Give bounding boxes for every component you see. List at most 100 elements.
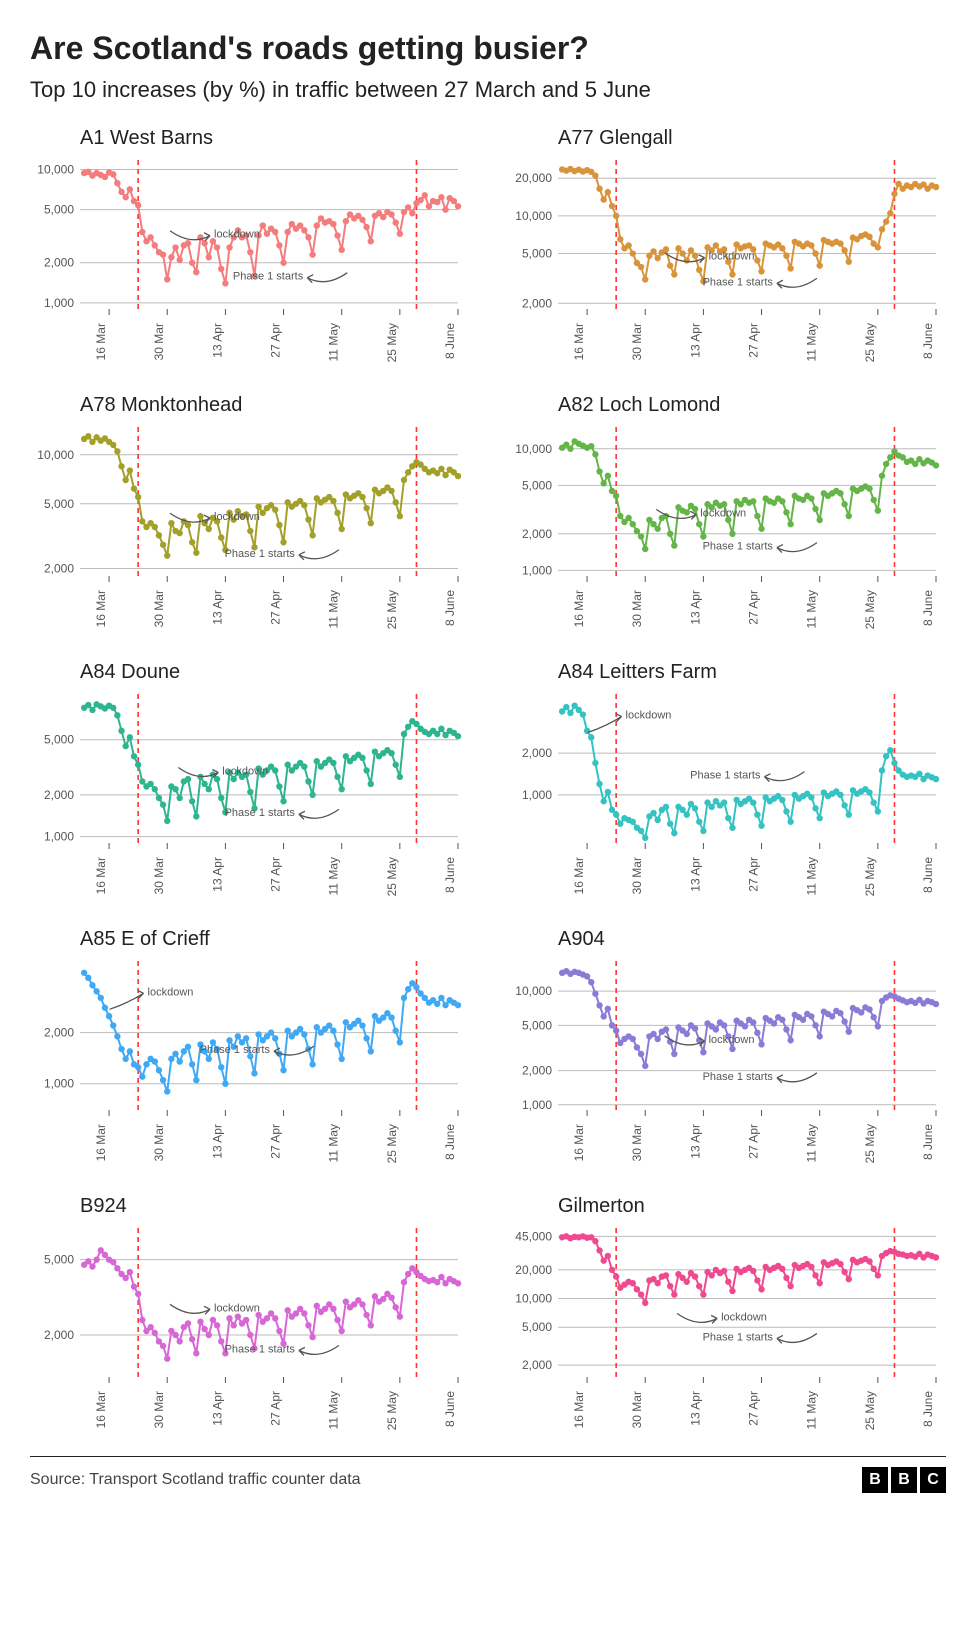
svg-text:11 May: 11 May — [327, 590, 341, 628]
svg-text:2,000: 2,000 — [44, 562, 74, 576]
svg-text:11 May: 11 May — [805, 857, 819, 895]
page-title: Are Scotland's roads getting busier? — [30, 30, 946, 67]
svg-text:8 June: 8 June — [443, 323, 457, 359]
chart-svg: 2,0005,00010,00020,00016 Mar30 Mar13 Apr… — [508, 154, 946, 364]
chart-panel: A77 Glengall2,0005,00010,00020,00016 Mar… — [508, 127, 946, 364]
chart-panel: A78 Monktonhead2,0005,00010,00016 Mar30 … — [30, 394, 468, 631]
source-text: Source: Transport Scotland traffic count… — [30, 1471, 361, 1489]
svg-text:lockdown: lockdown — [148, 986, 194, 998]
svg-text:13 Apr: 13 Apr — [210, 857, 224, 892]
svg-text:Phase 1 starts: Phase 1 starts — [233, 271, 304, 283]
svg-text:2,000: 2,000 — [522, 1064, 552, 1078]
svg-text:13 Apr: 13 Apr — [688, 857, 702, 892]
svg-text:1,000: 1,000 — [522, 1098, 552, 1112]
svg-text:2,000: 2,000 — [522, 746, 552, 760]
svg-text:30 Mar: 30 Mar — [630, 323, 644, 360]
svg-text:2,000: 2,000 — [522, 527, 552, 541]
svg-text:8 June: 8 June — [921, 857, 935, 893]
svg-text:10,000: 10,000 — [37, 163, 74, 177]
chart-svg: 1,0002,0005,00010,00016 Mar30 Mar13 Apr2… — [508, 421, 946, 631]
svg-text:Phase 1 starts: Phase 1 starts — [200, 1044, 271, 1056]
chart-panel: A1 West Barns1,0002,0005,00010,00016 Mar… — [30, 127, 468, 364]
svg-text:lockdown: lockdown — [700, 507, 746, 519]
svg-text:lockdown: lockdown — [709, 1034, 755, 1046]
svg-text:Phase 1 starts: Phase 1 starts — [225, 548, 296, 560]
svg-text:8 June: 8 June — [921, 590, 935, 626]
svg-text:11 May: 11 May — [805, 1124, 819, 1162]
svg-text:27 Apr: 27 Apr — [747, 1391, 761, 1426]
svg-text:25 May: 25 May — [863, 590, 877, 629]
svg-text:13 Apr: 13 Apr — [210, 1124, 224, 1159]
svg-text:13 Apr: 13 Apr — [688, 1124, 702, 1159]
chart-svg: 2,0005,00016 Mar30 Mar13 Apr27 Apr11 May… — [30, 1222, 468, 1432]
bbc-logo: B B C — [862, 1467, 946, 1493]
svg-text:8 June: 8 June — [921, 1124, 935, 1160]
svg-text:8 June: 8 June — [921, 323, 935, 359]
svg-text:27 Apr: 27 Apr — [269, 1391, 283, 1426]
svg-text:11 May: 11 May — [805, 1391, 819, 1429]
svg-text:5,000: 5,000 — [44, 497, 74, 511]
svg-text:16 Mar: 16 Mar — [94, 857, 108, 894]
svg-text:20,000: 20,000 — [515, 1263, 552, 1277]
svg-text:13 Apr: 13 Apr — [210, 323, 224, 358]
chart-panel: A85 E of Crieff1,0002,00016 Mar30 Mar13 … — [30, 928, 468, 1165]
svg-text:Phase 1 starts: Phase 1 starts — [690, 770, 761, 782]
svg-text:16 Mar: 16 Mar — [572, 857, 586, 894]
panel-title: A1 West Barns — [80, 127, 468, 150]
svg-text:10,000: 10,000 — [37, 448, 74, 462]
panel-title: A84 Leitters Farm — [558, 661, 946, 684]
svg-text:5,000: 5,000 — [522, 1018, 552, 1032]
svg-text:13 Apr: 13 Apr — [688, 323, 702, 358]
svg-text:1,000: 1,000 — [522, 563, 552, 577]
bbc-logo-b: B — [862, 1467, 888, 1493]
chart-svg: 1,0002,0005,00010,00016 Mar30 Mar13 Apr2… — [30, 154, 468, 364]
svg-text:30 Mar: 30 Mar — [630, 1391, 644, 1428]
svg-text:Phase 1 starts: Phase 1 starts — [225, 807, 296, 819]
svg-text:13 Apr: 13 Apr — [210, 590, 224, 625]
svg-text:10,000: 10,000 — [515, 209, 552, 223]
svg-text:11 May: 11 May — [805, 590, 819, 628]
chart-svg: 1,0002,00016 Mar30 Mar13 Apr27 Apr11 May… — [508, 688, 946, 898]
svg-text:25 May: 25 May — [385, 323, 399, 362]
svg-text:30 Mar: 30 Mar — [630, 1124, 644, 1161]
panel-title: A78 Monktonhead — [80, 394, 468, 417]
svg-text:25 May: 25 May — [863, 857, 877, 896]
svg-text:lockdown: lockdown — [222, 766, 268, 778]
svg-text:Phase 1 starts: Phase 1 starts — [225, 1343, 296, 1355]
panel-title: A84 Doune — [80, 661, 468, 684]
svg-text:5,000: 5,000 — [44, 203, 74, 217]
svg-text:Phase 1 starts: Phase 1 starts — [703, 541, 774, 553]
svg-text:25 May: 25 May — [863, 1124, 877, 1163]
svg-text:30 Mar: 30 Mar — [630, 590, 644, 627]
svg-text:30 Mar: 30 Mar — [630, 857, 644, 894]
chart-panel: A84 Doune1,0002,0005,00016 Mar30 Mar13 A… — [30, 661, 468, 898]
svg-text:16 Mar: 16 Mar — [94, 1391, 108, 1428]
svg-text:lockdown: lockdown — [721, 1311, 767, 1323]
svg-text:27 Apr: 27 Apr — [269, 323, 283, 358]
chart-panel: B9242,0005,00016 Mar30 Mar13 Apr27 Apr11… — [30, 1195, 468, 1432]
svg-text:lockdown: lockdown — [214, 229, 260, 241]
svg-text:16 Mar: 16 Mar — [572, 323, 586, 360]
svg-text:20,000: 20,000 — [515, 171, 552, 185]
panel-title: A82 Loch Lomond — [558, 394, 946, 417]
svg-text:25 May: 25 May — [385, 1124, 399, 1163]
svg-text:30 Mar: 30 Mar — [152, 857, 166, 894]
svg-text:16 Mar: 16 Mar — [94, 1124, 108, 1161]
svg-text:lockdown: lockdown — [709, 251, 755, 263]
page-subtitle: Top 10 increases (by %) in traffic betwe… — [30, 77, 946, 103]
svg-text:11 May: 11 May — [327, 323, 341, 361]
chart-panel: A82 Loch Lomond1,0002,0005,00010,00016 M… — [508, 394, 946, 631]
svg-text:1,000: 1,000 — [522, 788, 552, 802]
chart-svg: 1,0002,0005,00010,00016 Mar30 Mar13 Apr2… — [508, 955, 946, 1165]
svg-text:2,000: 2,000 — [44, 1328, 74, 1342]
svg-text:Phase 1 starts: Phase 1 starts — [703, 276, 774, 288]
svg-text:25 May: 25 May — [863, 1391, 877, 1430]
svg-text:2,000: 2,000 — [44, 256, 74, 270]
svg-text:27 Apr: 27 Apr — [747, 323, 761, 358]
svg-text:27 Apr: 27 Apr — [747, 1124, 761, 1159]
svg-text:11 May: 11 May — [805, 323, 819, 361]
panel-title: A904 — [558, 928, 946, 951]
svg-text:16 Mar: 16 Mar — [572, 1391, 586, 1428]
svg-text:11 May: 11 May — [327, 1391, 341, 1429]
svg-text:30 Mar: 30 Mar — [152, 1391, 166, 1428]
